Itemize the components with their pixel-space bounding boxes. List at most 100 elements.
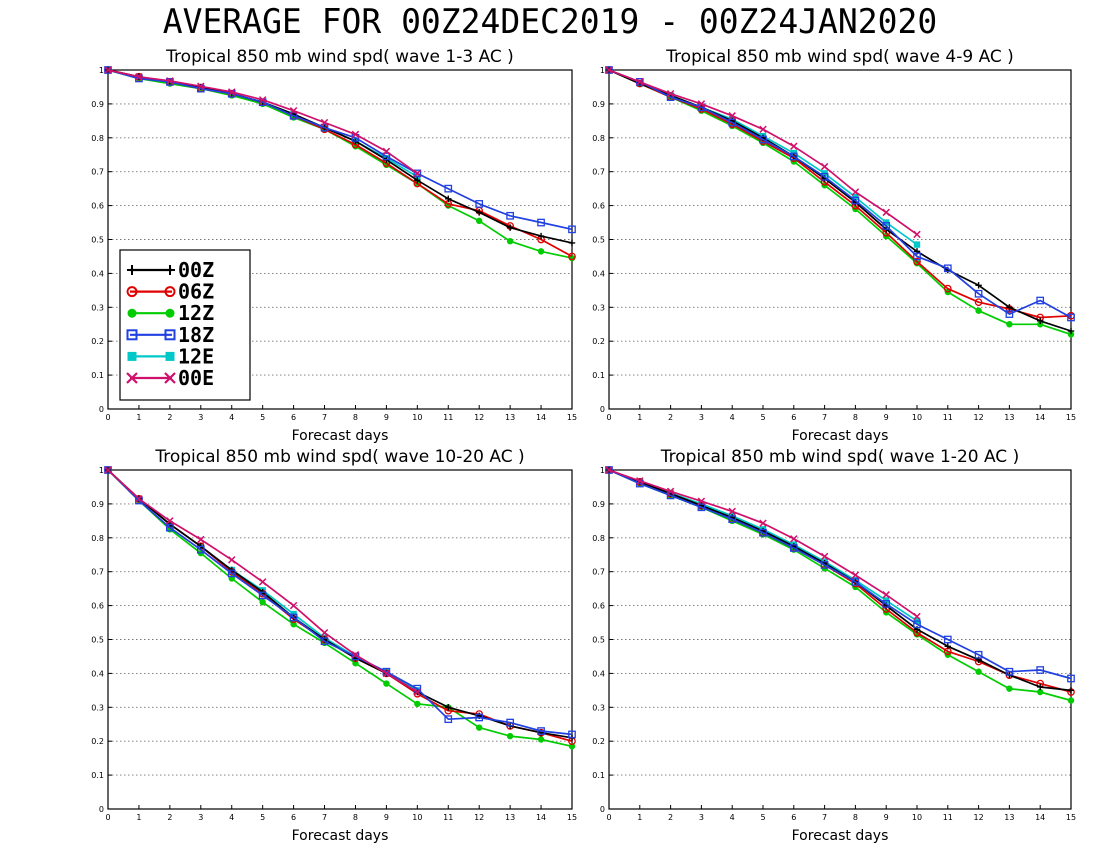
series-18z-point <box>759 528 767 537</box>
y-tick-label: 0 <box>600 805 605 814</box>
series-00e-point <box>605 466 613 474</box>
y-tick-label: 0.5 <box>592 236 605 245</box>
page-title: AVERAGE FOR 00Z24DEC2019 - 00Z24JAN2020 <box>162 2 938 42</box>
y-tick-label: 0.4 <box>592 269 605 278</box>
x-tick-label: 13 <box>505 813 515 822</box>
y-tick-label: 0.8 <box>91 134 104 143</box>
series-18z-point <box>227 89 236 98</box>
x-tick-label: 1 <box>637 413 642 422</box>
y-tick-label: 0.2 <box>592 737 605 746</box>
x-tick-label: 12 <box>474 813 484 822</box>
y-tick-label: 0 <box>99 805 104 814</box>
series-00e-point <box>135 73 143 81</box>
x-tick-label: 10 <box>912 813 922 822</box>
legend-label: 12Z <box>178 301 214 325</box>
series-00z-line <box>107 469 573 739</box>
series-18z-point <box>227 569 236 578</box>
series-18z-point <box>789 152 798 161</box>
series-12z-line <box>608 69 1072 336</box>
y-tick-label: 0.6 <box>592 602 605 611</box>
series-18z-point <box>820 561 829 569</box>
series-18z-point <box>820 172 829 181</box>
series-18z-point <box>1005 667 1014 676</box>
x-tick-label: 15 <box>1066 813 1076 822</box>
legend-marker <box>164 286 176 298</box>
series-00e-point <box>697 497 706 505</box>
legend-box <box>119 249 251 401</box>
x-tick-label: 4 <box>730 813 735 822</box>
series-18z <box>104 466 576 739</box>
x-tick-label: 5 <box>760 813 765 822</box>
y-tick-label: 0.6 <box>91 602 104 611</box>
x-tick-label: 4 <box>730 413 735 422</box>
x-tick-label: 14 <box>536 813 546 822</box>
series-00e-point <box>382 147 391 156</box>
series-00z-point <box>476 209 483 216</box>
y-tick-label: 0.1 <box>592 371 605 380</box>
legend-marker <box>127 265 137 275</box>
x-axis-label: Forecast days <box>292 428 389 444</box>
legend-marker <box>165 265 175 275</box>
series-12e-line <box>107 469 418 692</box>
legend-item-18z: 18Z <box>126 323 214 347</box>
x-tick-label: 3 <box>699 813 704 822</box>
series-00e-point <box>228 88 236 96</box>
legend-label: 00Z <box>178 258 214 282</box>
series-00e-point <box>320 118 329 127</box>
y-tick-label: 0.2 <box>91 337 104 346</box>
series-18z-line <box>107 469 573 736</box>
series-00e-point <box>166 77 174 85</box>
series-18z-point <box>759 135 767 144</box>
series-00z <box>104 466 576 742</box>
series-18z-point <box>697 503 706 512</box>
x-tick-label: 8 <box>353 813 358 822</box>
legend-marker <box>164 372 176 384</box>
series-18z-point <box>568 225 576 234</box>
x-tick-label: 8 <box>853 413 858 422</box>
series-00e-point <box>851 571 860 579</box>
series-18z-point <box>196 545 205 554</box>
series-00e-point <box>351 651 360 659</box>
x-tick-label: 13 <box>505 413 515 422</box>
x-tick-label: 13 <box>1004 413 1014 422</box>
series-18z-point <box>1005 310 1014 318</box>
series-18z-point <box>506 211 514 220</box>
series-00e-point <box>197 82 205 91</box>
x-tick-label: 12 <box>474 413 484 422</box>
x-tick-label: 14 <box>536 413 546 422</box>
series-18z <box>605 466 1075 683</box>
series-18z <box>605 66 1075 322</box>
legend-marker <box>126 286 138 298</box>
x-tick-label: 14 <box>1035 813 1045 822</box>
series-00e-point <box>258 96 267 104</box>
x-tick-label: 10 <box>412 413 422 422</box>
series-00e-point <box>759 519 767 527</box>
x-tick-label: 7 <box>322 813 327 822</box>
y-tick-label: 0.8 <box>592 534 605 543</box>
series-00z <box>605 466 1075 694</box>
x-tick-label: 5 <box>760 413 765 422</box>
y-tick-label: 0.5 <box>91 236 104 245</box>
series-12z-point <box>383 680 390 687</box>
series-00z-point <box>568 239 576 247</box>
series-00e-point <box>104 466 112 474</box>
series-00e <box>605 66 921 239</box>
series-00e-point <box>166 517 174 525</box>
series-12z-point <box>1037 688 1044 696</box>
series-06z-line <box>608 469 1072 693</box>
series-12e-line <box>107 69 418 178</box>
chart-title: Tropical 850 mb wind spd( wave 1-20 AC ) <box>660 447 1019 467</box>
legend-marker <box>126 329 138 341</box>
y-tick-label: 0.6 <box>91 202 104 211</box>
series-12z-point <box>975 668 982 675</box>
series-00z-point <box>1067 327 1075 335</box>
series-00e-point <box>820 552 829 561</box>
series-00z-line <box>107 69 573 244</box>
series-18z-point <box>943 635 952 644</box>
y-tick-label: 0.2 <box>91 737 104 746</box>
series-18z-point <box>258 591 267 600</box>
x-tick-label: 15 <box>1066 413 1076 422</box>
x-tick-label: 0 <box>606 813 611 822</box>
series-12e <box>104 466 421 694</box>
